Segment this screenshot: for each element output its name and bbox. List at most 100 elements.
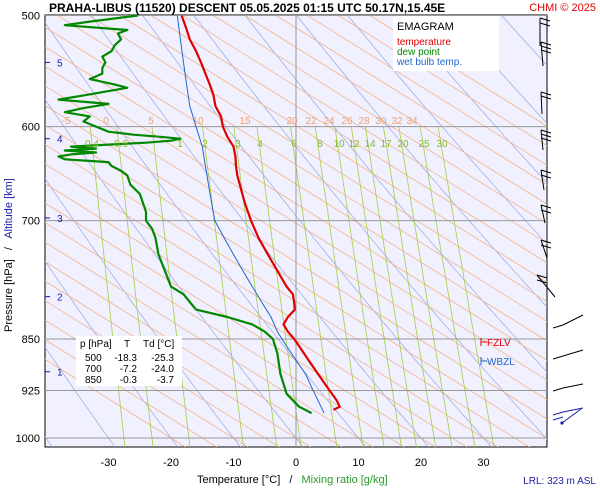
legend-title: EMAGRAM [397, 21, 454, 33]
table-row: 500 [85, 353, 102, 364]
pressure-tick-label: 700 [22, 216, 40, 228]
dry-adiabat [244, 15, 547, 373]
wind-barb [540, 169, 552, 191]
svg-text:Pressure [hPa] / A: Pressure [hPa] / Altitude [km] [3, 178, 15, 332]
altitude-tick-label: 3 [57, 214, 63, 225]
isotherm-label: 32 [391, 116, 403, 127]
x-label-sep: / [289, 474, 293, 486]
isotherm-label: 10 [192, 116, 204, 127]
wind-barb-feather [552, 416, 564, 421]
temperature-profile [180, 15, 341, 411]
table-cell: -3.7 [157, 375, 175, 386]
wind-barb-feather [540, 129, 552, 134]
wind-barb [552, 383, 584, 392]
dry-adiabat [449, 15, 547, 124]
wind-barb-staff [562, 407, 584, 413]
temperature-tick-label: -10 [226, 457, 242, 469]
level-markers: FZLV WBZL [480, 338, 515, 368]
wbzl-label: WBZL [487, 357, 515, 368]
dry-adiabat [398, 15, 547, 184]
dry-adiabat [90, 15, 430, 447]
wind-barb [540, 239, 552, 259]
temperature-tick-label: -20 [163, 457, 179, 469]
wind-barb-feather [540, 95, 552, 100]
altitude-tick-label: 5 [57, 58, 63, 69]
table-cell: -7.2 [120, 364, 138, 375]
wind-barb-feather [540, 244, 552, 249]
table-cell: -0.3 [120, 375, 138, 386]
wind-barb-staff [562, 349, 584, 357]
table-cell: -25.3 [151, 353, 174, 364]
y-axis-title: Pressure [hPa] / Altitude [km] [3, 178, 15, 332]
isotherm [45, 261, 343, 447]
table-header-td: Td [°C] [143, 339, 174, 350]
chart-title: PRAHA-LIBUS (11520) DESCENT 05.05.2025 0… [49, 1, 445, 15]
wind-barb [540, 204, 552, 224]
x-axis-title: Temperature [°C] / Mixing ratio [g/kg] [197, 474, 388, 486]
mixing-ratio-line [202, 126, 244, 447]
mixing-ratio-line [89, 126, 126, 447]
mixing-ratio-line [350, 126, 402, 447]
mixing-ratio-label: 4 [257, 139, 263, 150]
wind-barb [540, 129, 552, 151]
mixing-ratio-line [437, 126, 495, 447]
level-table: p [hPa] T Td [°C] 500 -18.3 -25.3 700 -7… [76, 336, 182, 386]
mixing-ratio-label: 10 [333, 139, 345, 150]
wind-barb-feather [540, 133, 552, 138]
wind-barb-feather [539, 22, 551, 27]
wind-barb [552, 407, 584, 421]
pressure-tick-label: 1000 [16, 433, 40, 445]
wind-barb-feather [540, 239, 552, 244]
copyright: CHMI © 2025 [529, 2, 596, 14]
wind-barb-feather [540, 209, 552, 214]
mixing-ratio-label: 17 [380, 139, 392, 150]
pressure-tick-label: 500 [22, 11, 40, 23]
mixing-ratio-line [398, 126, 453, 447]
isotherm [305, 15, 547, 166]
wind-barb [539, 17, 551, 46]
dry-adiabat [346, 15, 547, 245]
isotherm-label: -5 [62, 116, 71, 127]
wind-barb-feather [552, 411, 564, 416]
wind-barb-staff [540, 129, 544, 151]
temperature-axis-label: Temperature [°C] [197, 474, 280, 486]
wind-barb-feather [552, 355, 564, 360]
wind-barb-feather [536, 274, 548, 279]
wind-barb [540, 91, 552, 115]
isotherm-label: 22 [305, 116, 317, 127]
mixing-ratio-line [256, 126, 302, 447]
isotherm [243, 15, 547, 205]
wind-barb-feather [540, 169, 552, 174]
wet-bulb-profile [176, 15, 325, 414]
y-label-sep: / [3, 246, 15, 250]
dew-point-profile [57, 15, 313, 415]
isotherm-label: 28 [358, 116, 370, 127]
mixing-ratio-label: 30 [436, 139, 448, 150]
isotherm-label: 24 [323, 116, 335, 127]
mixing-ratio-line [151, 126, 191, 447]
lrl-label: LRL: 323 m ASL [523, 476, 596, 487]
isotherm-label: 26 [341, 116, 353, 127]
wind-barb [536, 274, 556, 298]
temperature-tick-label: 30 [477, 457, 489, 469]
table-box [76, 336, 182, 386]
mixing-ratio-line [383, 126, 437, 447]
mixing-ratio-axis-label: Mixing ratio [g/kg] [301, 474, 387, 486]
temperature-tick-label: 0 [293, 457, 299, 469]
isotherm [45, 241, 374, 447]
mixing-ratio-label: 0.4 [85, 139, 99, 150]
dry-adiabat [45, 346, 116, 447]
wind-barb-staff [562, 314, 584, 326]
wind-barb [552, 314, 584, 329]
fzlv-label: FZLV [487, 338, 511, 349]
dry-adiabat [295, 15, 547, 308]
wind-barbs [536, 17, 584, 425]
wind-barb-staff [540, 204, 546, 224]
pressure-tick-label: 600 [22, 122, 40, 134]
mixing-ratio-line [419, 126, 476, 447]
mixing-ratio-label: 20 [397, 139, 409, 150]
mixing-ratio-line [116, 126, 154, 447]
altitude-tick-label: 1 [57, 368, 63, 379]
mixing-ratio-label: 3 [235, 139, 241, 150]
wind-barb [552, 349, 584, 360]
